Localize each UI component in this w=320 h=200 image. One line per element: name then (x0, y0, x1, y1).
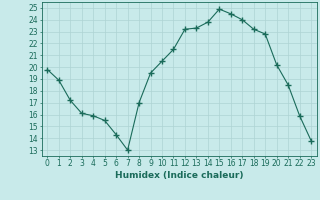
X-axis label: Humidex (Indice chaleur): Humidex (Indice chaleur) (115, 171, 244, 180)
